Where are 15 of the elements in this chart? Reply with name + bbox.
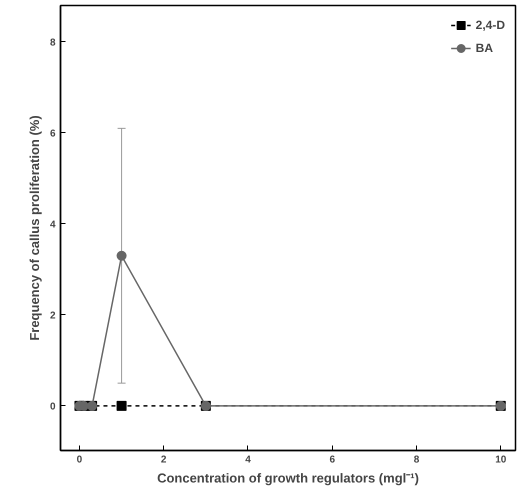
x-tick-label: 8 bbox=[414, 454, 420, 466]
x-axis-title: Concentration of growth regulators (mgl⁻¹) bbox=[157, 470, 419, 486]
y-tick-label: 2 bbox=[50, 310, 56, 322]
y-tick-label: 8 bbox=[50, 37, 56, 48]
y-axis-title: Frequency of callus proliferation (%) bbox=[26, 115, 42, 341]
x-tick-label: 10 bbox=[495, 454, 507, 466]
x-tick-label: 6 bbox=[329, 454, 336, 466]
legend-label: 2,4-D bbox=[476, 18, 505, 32]
y-tick-label: 4 bbox=[50, 219, 56, 230]
x-tick-label: 4 bbox=[245, 454, 252, 466]
y-tick-label: 6 bbox=[50, 128, 56, 140]
x-tick-label: 2 bbox=[160, 454, 167, 466]
y-tick-label: 0 bbox=[50, 401, 56, 412]
legend-label: BA bbox=[476, 41, 494, 55]
x-tick-label: 0 bbox=[76, 454, 83, 466]
